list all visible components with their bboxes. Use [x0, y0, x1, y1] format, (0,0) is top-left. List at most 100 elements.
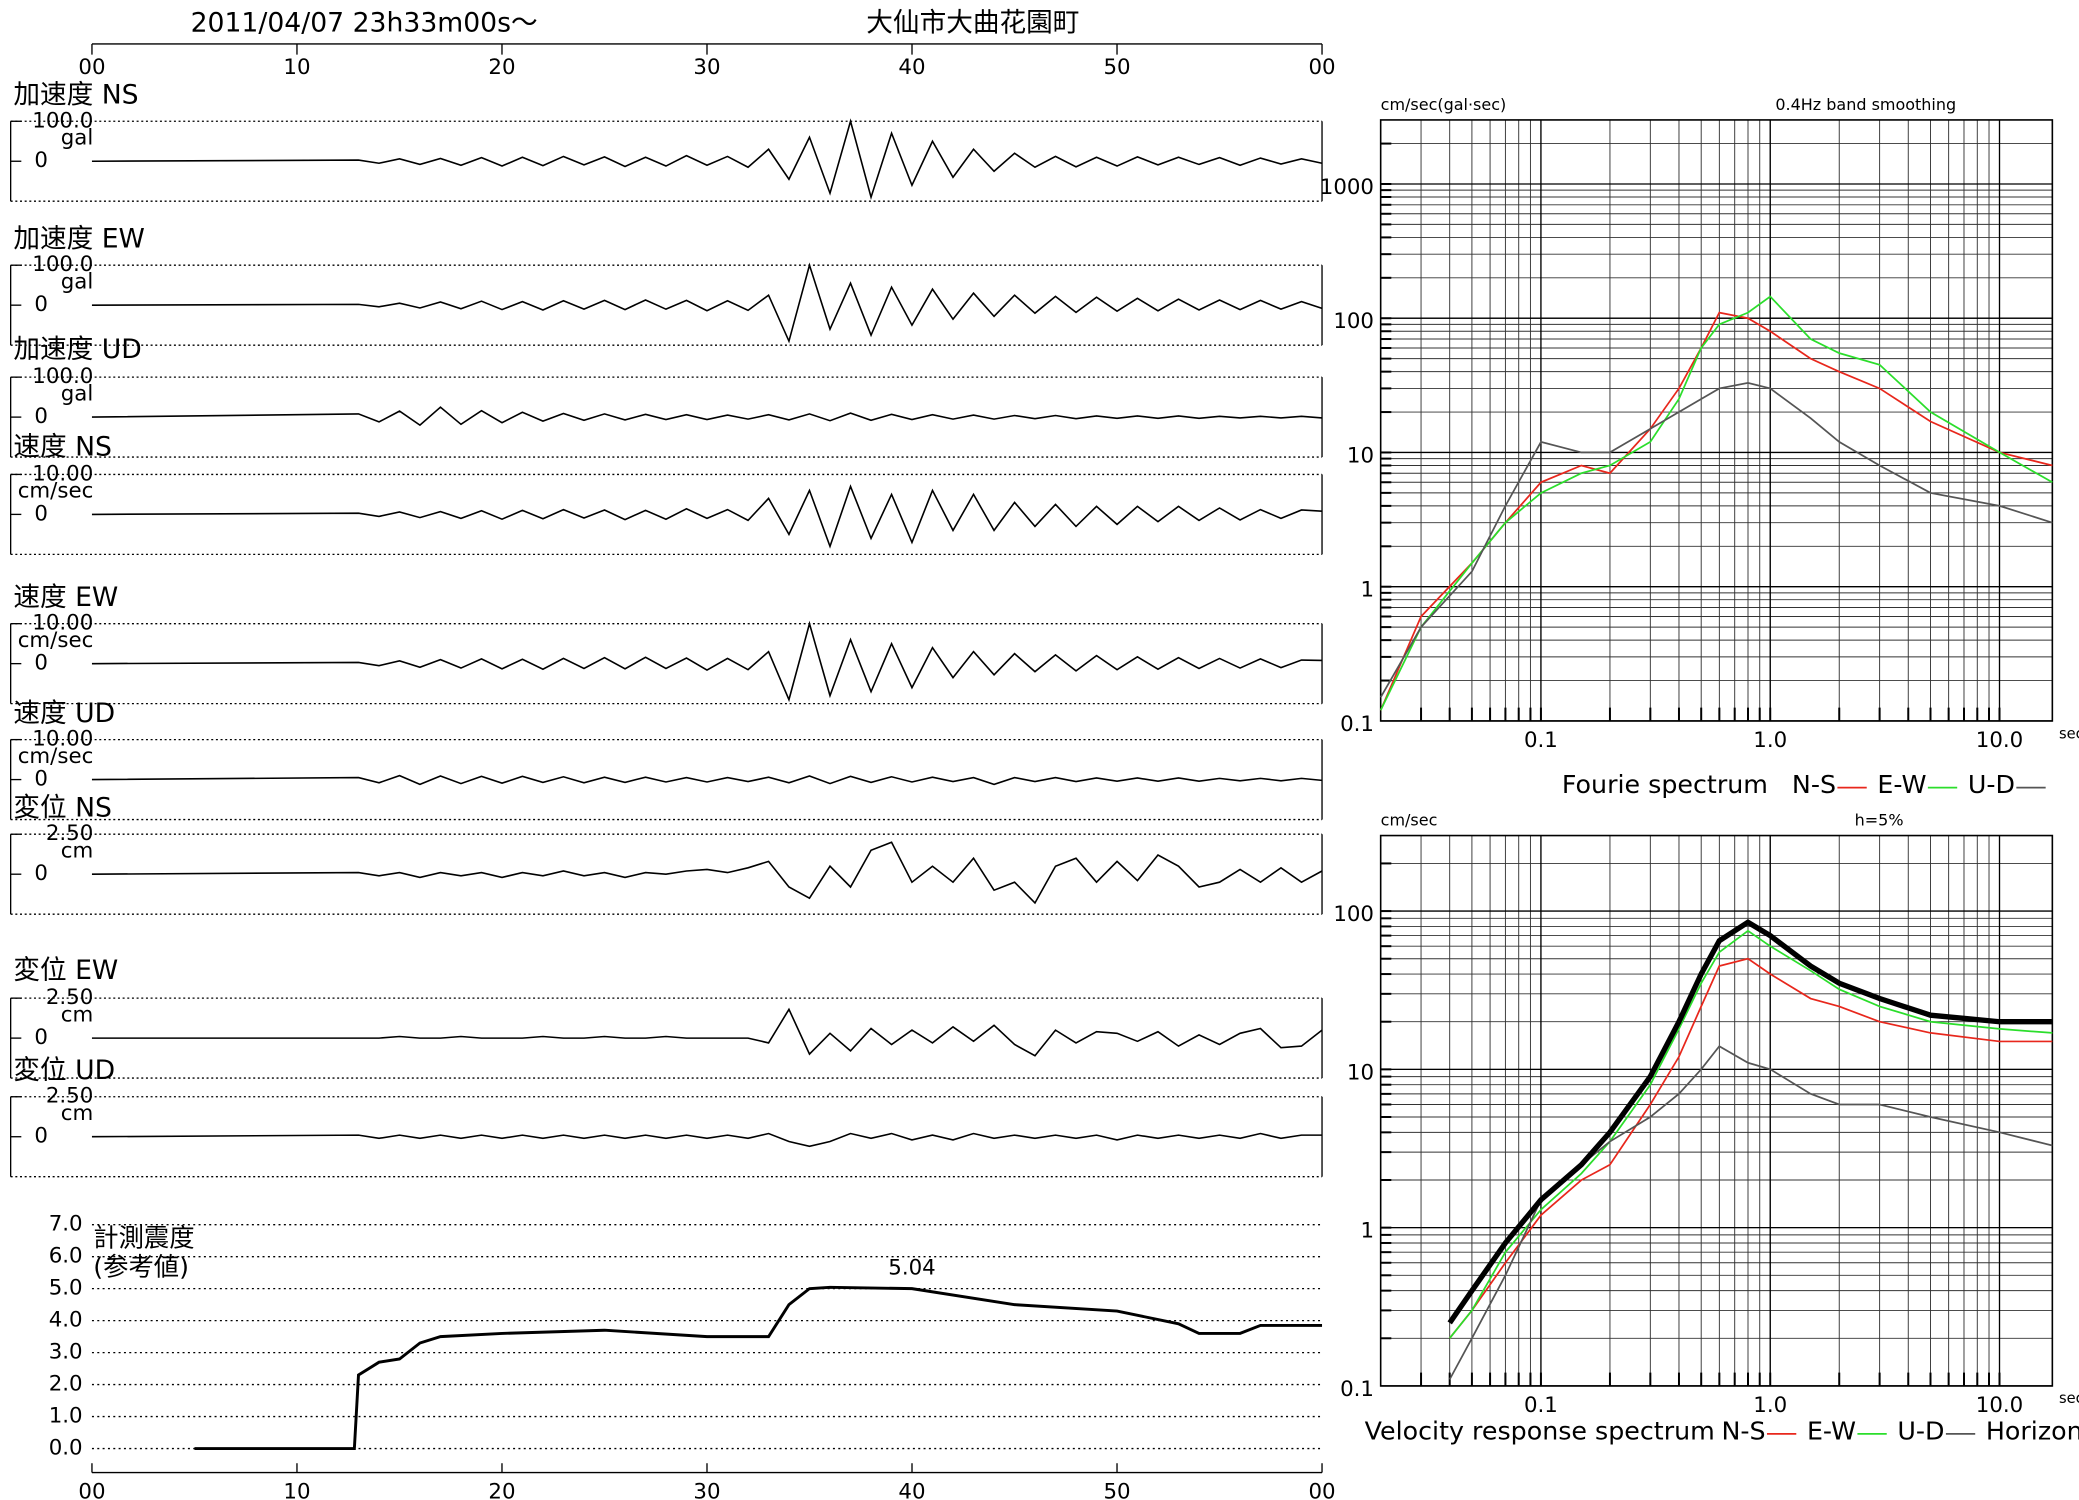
spectrum-line — [1448, 1045, 2053, 1380]
waveform — [91, 118, 1323, 201]
x-tick-label: 20 — [488, 55, 515, 80]
y-unit: cm — [61, 1101, 93, 1126]
panel-title: 速度 EW — [13, 582, 118, 613]
legend-label: U-D — [1897, 1416, 1944, 1446]
x-tick-label: 00 — [1308, 1480, 1335, 1500]
waveform — [91, 620, 1323, 703]
y-tick-label: 0.1 — [1340, 1377, 1374, 1402]
annotation: 5.04 — [888, 1256, 935, 1281]
y-tick-label: 0 — [34, 861, 48, 886]
y-tick-label: 0 — [34, 1025, 48, 1050]
plot-frame — [1379, 119, 2054, 722]
datetime: 2011/04/07 23h33m00s〜 — [191, 7, 538, 38]
y-tick-label: 100.0 — [32, 364, 93, 389]
x-tick-label: 20 — [488, 1480, 515, 1500]
x-tick-label: 1.0 — [1753, 1393, 1787, 1418]
legend-label: U-D — [1968, 769, 2015, 799]
panel-title: 速度 UD — [13, 698, 115, 729]
y-label: (参考値) — [93, 1252, 189, 1282]
x-tick-label: 40 — [898, 55, 925, 80]
y-tick-label: 10.00 — [32, 611, 93, 636]
y-tick-label: 10 — [1347, 1060, 1374, 1085]
y-unit: cm — [61, 1002, 93, 1027]
x-tick-label: 40 — [898, 1480, 925, 1500]
y-tick-label: 3.0 — [49, 1340, 83, 1365]
y-tick-label: 100 — [1333, 309, 1374, 334]
x-tick-label: 50 — [1103, 1480, 1130, 1500]
y-unit: cm/sec — [18, 744, 94, 769]
waveform — [91, 1132, 1323, 1148]
y-unit: gal — [61, 126, 94, 151]
y-unit: gal — [61, 381, 94, 406]
waveform — [91, 262, 1323, 344]
y-tick-label: 10.00 — [32, 727, 93, 752]
panel-title: 変位 UD — [13, 1055, 115, 1086]
note: 0.4Hz band smoothing — [1775, 95, 1956, 114]
legend-label: N-S — [1792, 769, 1836, 799]
y-tick-label: 4.0 — [49, 1308, 83, 1333]
waveform — [91, 774, 1323, 786]
y-unit: cm — [61, 839, 93, 864]
x-tick-label: 1.0 — [1753, 728, 1787, 753]
y-tick-label: 1 — [1360, 1219, 1374, 1244]
x-tick-label: 0.1 — [1524, 1393, 1558, 1418]
legend-label: N-S — [1721, 1416, 1765, 1446]
x-label: sec — [2059, 725, 2079, 742]
y-tick-label: 100.0 — [32, 252, 93, 277]
x-tick-label: 00 — [78, 1480, 105, 1500]
legend-label: E-W — [1807, 1416, 1856, 1446]
x-tick-label: 10 — [283, 55, 310, 80]
x-tick-label: 00 — [78, 55, 105, 80]
y-tick-label: 0 — [34, 404, 48, 429]
y-tick-label: 2.50 — [46, 1084, 93, 1109]
x-tick-label: 10.0 — [1976, 1393, 2023, 1418]
y-unit: gal — [61, 270, 94, 295]
y-tick-label: 0 — [34, 651, 48, 676]
spectrum-line — [1449, 957, 2053, 1339]
x-tick-label: 10 — [283, 1480, 310, 1500]
panel-title: 変位 EW — [13, 955, 118, 986]
plot-frame — [1379, 834, 2054, 1387]
y-tick-label: 0 — [34, 767, 48, 792]
y-tick-label: 0.1 — [1340, 712, 1374, 737]
legend-title: Velocity response spectrum — [1365, 1416, 1715, 1446]
y-tick-label: 0 — [34, 292, 48, 317]
y-tick-label: 0 — [34, 501, 48, 526]
x-tick-label: 30 — [693, 1480, 720, 1500]
y-unit: cm/sec — [18, 479, 94, 504]
y-label: 計測震度 — [93, 1222, 194, 1252]
x-tick-label: 30 — [693, 55, 720, 80]
x-tick-label: 00 — [1308, 55, 1335, 80]
intensity-line — [194, 1285, 1323, 1451]
waveform — [91, 1007, 1323, 1057]
y-tick-label: 2.50 — [46, 821, 93, 846]
spectrum-line — [1449, 929, 2053, 1339]
waveform — [91, 841, 1323, 905]
x-tick-label: 10.0 — [1976, 728, 2023, 753]
waveform — [91, 484, 1323, 549]
y-tick-label: 1.0 — [49, 1404, 83, 1429]
panel-title: 加速度 NS — [13, 79, 138, 110]
panel-title: 速度 NS — [13, 431, 112, 462]
y-tick-label: 7.0 — [49, 1212, 83, 1237]
y-tick-label: 10 — [1347, 443, 1374, 468]
y-tick-label: 100.0 — [32, 108, 93, 133]
location: 大仙市大曲花園町 — [866, 7, 1079, 38]
y-unit: cm/sec — [18, 628, 94, 653]
y-tick-label: 0 — [34, 148, 48, 173]
panel-title: 加速度 EW — [13, 223, 145, 254]
note: h=5% — [1855, 810, 1904, 829]
spectrum-line — [1379, 295, 2053, 711]
y-tick-label: 6.0 — [49, 1244, 83, 1269]
spectrum-line — [1447, 919, 2053, 1325]
y-tick-label: 2.50 — [46, 985, 93, 1010]
y-label: cm/sec(gal·sec) — [1381, 95, 1507, 114]
x-label: sec — [2059, 1390, 2079, 1407]
legend-label: E-W — [1877, 769, 1926, 799]
x-tick-label: 50 — [1103, 55, 1130, 80]
waveform — [91, 406, 1323, 427]
y-label: cm/sec — [1381, 810, 1438, 829]
legend-title: Fourie spectrum — [1562, 769, 1768, 799]
x-tick-label: 0.1 — [1524, 728, 1558, 753]
